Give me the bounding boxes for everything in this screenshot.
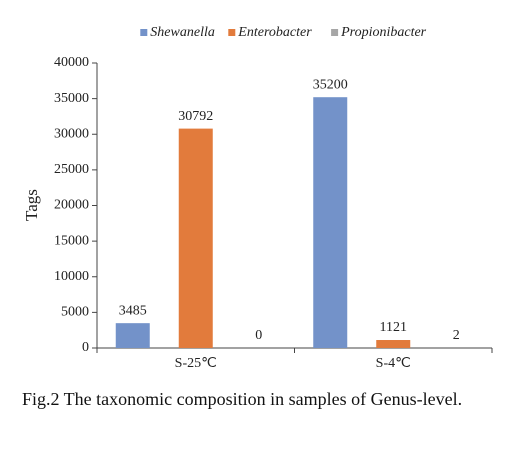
legend-swatch bbox=[331, 29, 339, 36]
data-label: 1121 bbox=[380, 320, 407, 335]
y-tick-label: 25000 bbox=[54, 162, 89, 177]
y-tick-label: 10000 bbox=[54, 269, 89, 284]
chart: Tags 0 5000 10000 15000 20000 25000 30000 35000… bbox=[22, 25, 493, 371]
data-label: 35200 bbox=[313, 77, 348, 92]
legend-label: Shewanella bbox=[150, 25, 215, 40]
bar bbox=[178, 128, 213, 348]
data-label: 30792 bbox=[178, 109, 213, 124]
y-axis-label: Tags bbox=[22, 189, 41, 221]
y-tick-label: 30000 bbox=[54, 126, 89, 141]
y-tick-label: 20000 bbox=[54, 198, 89, 213]
y-tick-label: 15000 bbox=[54, 233, 89, 248]
data-label: 0 bbox=[255, 328, 262, 343]
x-tick-label: S-4℃ bbox=[376, 356, 411, 371]
legend-label: Enterobacter bbox=[237, 25, 312, 40]
y-tick-label: 35000 bbox=[54, 91, 89, 106]
data-label: 3485 bbox=[119, 303, 147, 318]
y-tick-label: 40000 bbox=[54, 55, 89, 70]
x-tick-label: S-25℃ bbox=[175, 356, 217, 371]
caption: Fig.2 The taxonomic composition in sampl… bbox=[22, 389, 463, 409]
bar bbox=[313, 97, 348, 348]
bar bbox=[376, 340, 411, 348]
data-label: 2 bbox=[453, 328, 460, 343]
legend-swatch bbox=[140, 29, 148, 36]
y-tick-label: 5000 bbox=[61, 305, 89, 320]
legend-label: Propionibacter bbox=[340, 25, 427, 40]
legend-swatch bbox=[228, 29, 236, 36]
bar bbox=[115, 323, 150, 348]
y-tick-label: 0 bbox=[82, 340, 89, 355]
